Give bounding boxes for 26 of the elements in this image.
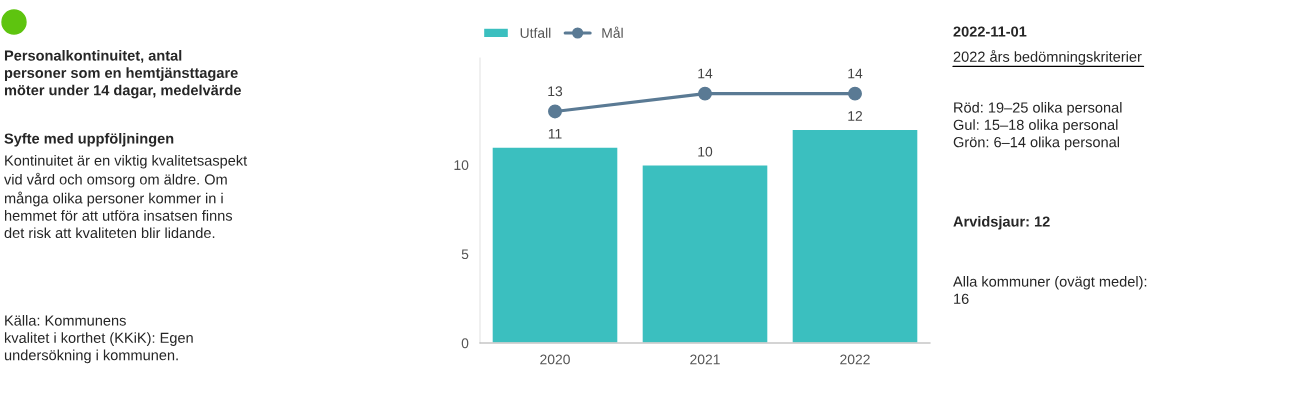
text: Arvidsjaur: 12 xyxy=(953,216,1050,230)
data-label: 14 xyxy=(848,68,863,79)
x-tick-label: 2021 xyxy=(690,354,720,365)
bar xyxy=(791,128,919,343)
data-label: 12 xyxy=(848,111,863,121)
text: Källa: Kommunens kvalitet i korthet (KKiK): Egen undersökning i kommunen. xyxy=(4,315,193,364)
data-label: 14 xyxy=(698,68,713,79)
text: 2022-11-01 xyxy=(953,26,1027,37)
data-label: 10 xyxy=(698,146,713,157)
text: 2022 års bedömningskriterier xyxy=(953,50,1142,65)
bar xyxy=(491,146,619,343)
y-tick-label: 10 xyxy=(454,160,469,171)
text: Kontinuitet är en viktig kvalitetsaspekt vid vård och omsorg om äldre. Om många olika personer kommer in i hemmet för att utföra insatsen finns det risk att kvaliteten blir lidande. xyxy=(4,155,248,239)
text: Personalkontinuitet, antal personer som en hemtjänsttagare möter under 14 dagar, medelvärde xyxy=(4,50,241,99)
y-tick-label: 5 xyxy=(461,249,469,260)
x-tick-label: 2022 xyxy=(840,354,870,365)
x-tick-label: 2020 xyxy=(540,354,570,365)
bar xyxy=(641,164,769,343)
legend-label: Utfall xyxy=(520,27,551,38)
text: Röd: 19–25 olika personal Gul: 15–18 olika personal Grön: 6–14 olika personal xyxy=(953,102,1122,151)
y-tick-label: 0 xyxy=(461,338,469,349)
text: Alla kommuner (ovägt medel): 16 xyxy=(953,276,1147,305)
data-label: 11 xyxy=(548,129,562,139)
data-label: 13 xyxy=(548,86,563,97)
text: Syfte med uppföljningen xyxy=(4,133,174,147)
legend-label: Mål xyxy=(602,26,623,38)
